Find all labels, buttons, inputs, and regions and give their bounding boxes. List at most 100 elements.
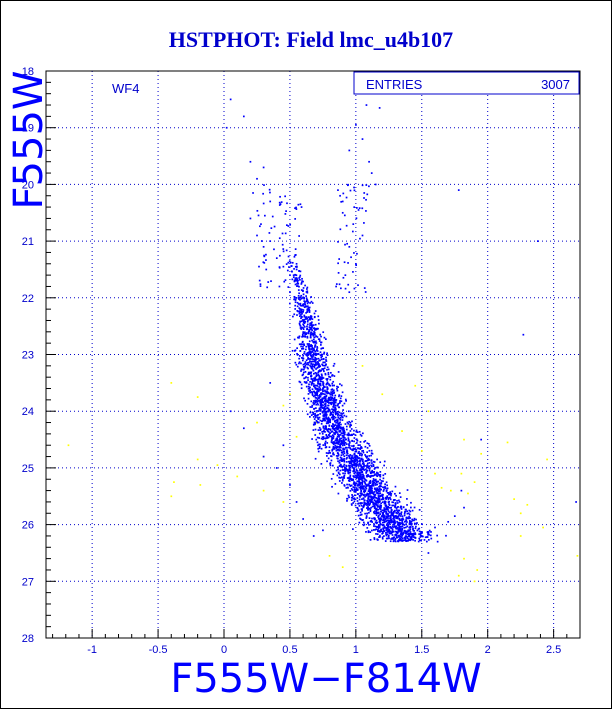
star-point	[389, 506, 391, 509]
star-point	[348, 245, 351, 248]
star-point	[322, 380, 324, 383]
star-point	[409, 510, 412, 513]
star-point	[312, 369, 315, 372]
star-point	[338, 258, 341, 260]
star-point	[414, 533, 416, 536]
star-point	[372, 492, 375, 494]
star-point	[381, 524, 384, 527]
star-point	[363, 469, 366, 471]
star-point	[318, 322, 320, 325]
star-point	[379, 461, 382, 464]
star-point	[313, 316, 316, 319]
star-point	[373, 538, 376, 541]
star-point	[367, 500, 369, 502]
star-point	[307, 357, 310, 359]
star-point	[337, 442, 340, 444]
star-point	[317, 444, 319, 447]
star-point	[320, 463, 323, 465]
star-point	[322, 382, 324, 385]
star-point	[334, 446, 337, 449]
star-point	[348, 479, 351, 482]
star-point	[366, 457, 368, 459]
star-point	[428, 529, 431, 532]
star-point	[367, 506, 369, 508]
star-point	[281, 232, 284, 235]
star-point	[318, 447, 321, 449]
star-point	[418, 537, 421, 540]
star-point	[356, 474, 358, 477]
star-point	[317, 357, 320, 360]
star-point	[356, 439, 359, 442]
star-point	[360, 452, 362, 455]
star-point	[332, 445, 335, 448]
star-point	[317, 382, 320, 385]
star-point	[315, 335, 318, 338]
star-point	[340, 460, 343, 462]
star-point	[316, 385, 319, 387]
star-point	[317, 429, 320, 431]
star-point	[314, 353, 316, 356]
star-point	[313, 408, 315, 410]
star-point	[296, 314, 298, 316]
star-point	[368, 459, 371, 461]
star-point	[324, 372, 327, 375]
star-point	[357, 209, 360, 211]
star-point	[355, 488, 357, 491]
star-point	[337, 386, 339, 388]
star-point	[314, 384, 317, 387]
star-point	[322, 393, 325, 395]
star-point	[378, 505, 381, 508]
star-point	[302, 280, 304, 283]
star-point	[309, 411, 312, 414]
star-point	[325, 437, 328, 440]
star-point	[364, 483, 367, 485]
star-point	[291, 349, 294, 352]
star-point	[411, 518, 414, 521]
star-point	[398, 521, 400, 524]
star-point	[351, 449, 354, 451]
star-point	[401, 522, 404, 525]
star-point	[353, 461, 355, 464]
star-point	[388, 529, 391, 532]
star-point	[413, 517, 416, 520]
star-point	[370, 464, 372, 467]
star-point	[424, 536, 427, 539]
star-point	[385, 507, 388, 510]
star-point	[307, 385, 310, 388]
star-point	[320, 335, 322, 338]
star-point	[334, 433, 336, 436]
star-point	[333, 400, 335, 403]
star-point	[346, 242, 349, 245]
star-point	[299, 274, 302, 277]
star-point	[332, 434, 334, 437]
star-point	[301, 319, 304, 321]
star-point	[331, 464, 334, 467]
rejected-star-point	[506, 441, 509, 444]
star-point	[337, 402, 340, 405]
star-point	[264, 214, 266, 217]
star-point	[329, 419, 331, 422]
star-point	[366, 492, 369, 495]
star-point	[361, 508, 363, 510]
star-point	[354, 483, 357, 485]
star-point	[321, 397, 324, 400]
star-point	[368, 486, 371, 489]
star-point	[370, 499, 373, 502]
star-point	[403, 529, 406, 532]
star-point	[322, 331, 325, 334]
star-point	[376, 483, 379, 486]
star-point	[388, 537, 390, 540]
star-point	[306, 308, 309, 311]
star-point	[256, 234, 258, 237]
star-point	[307, 367, 309, 370]
star-point	[339, 464, 341, 467]
star-point	[355, 217, 358, 220]
star-point	[379, 536, 381, 538]
star-point	[353, 472, 356, 475]
star-point	[308, 329, 310, 331]
star-point	[366, 442, 369, 445]
star-point	[338, 422, 340, 425]
star-point	[342, 438, 345, 441]
star-point	[326, 460, 328, 463]
star-point	[341, 211, 344, 214]
